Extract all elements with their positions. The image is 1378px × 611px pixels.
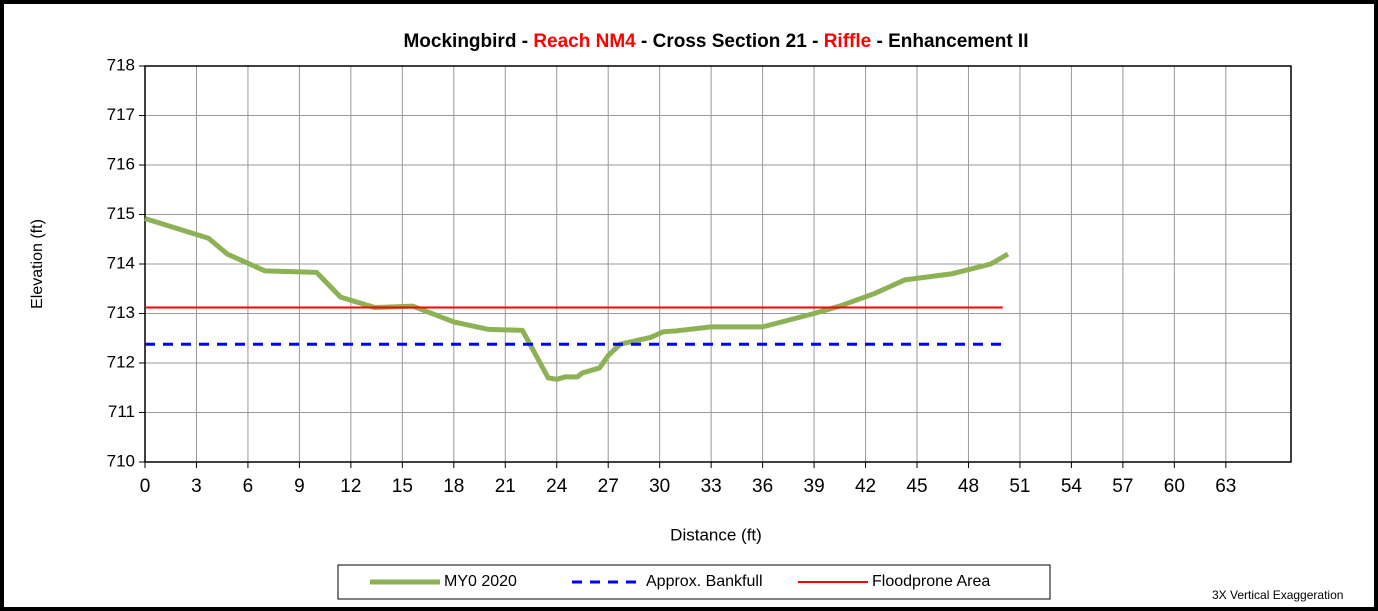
annotation: 3X Vertical Exaggeration — [1212, 588, 1343, 602]
y-tick-label: 717 — [107, 105, 135, 124]
x-tick-label: 57 — [1112, 476, 1133, 497]
y-tick-label: 712 — [107, 352, 135, 371]
title-part: Riffle — [824, 31, 872, 52]
x-tick-label: 18 — [443, 476, 464, 497]
plot-frame — [144, 65, 1292, 463]
x-tick-label: 6 — [243, 476, 254, 497]
y-tick-label: 715 — [107, 204, 135, 223]
x-tick-label: 63 — [1215, 476, 1236, 497]
legend-label: Floodprone Area — [872, 573, 990, 590]
x-tick-label: 54 — [1061, 476, 1083, 497]
y-tick-label: 713 — [107, 303, 135, 322]
title-part: Mockingbird - — [403, 31, 533, 52]
title-part: Reach NM4 — [533, 31, 636, 52]
title-part: - Enhancement II — [871, 31, 1028, 52]
x-axis-label: Distance (ft) — [670, 525, 762, 544]
x-tick-label: 12 — [340, 476, 361, 497]
x-tick-label: 36 — [752, 476, 773, 497]
x-tick-label: 27 — [598, 476, 619, 497]
x-tick-label: 9 — [294, 476, 305, 497]
x-tick-label: 30 — [649, 476, 670, 497]
x-tick-label: 15 — [392, 476, 413, 497]
x-tick-label: 45 — [906, 476, 927, 497]
legend-label: Approx. Bankfull — [646, 573, 763, 590]
legend-box — [337, 564, 1051, 600]
title-part: - Cross Section 21 - — [636, 31, 824, 52]
x-tick-label: 51 — [1009, 476, 1030, 497]
x-tick-label: 48 — [958, 476, 979, 497]
chart-title: Mockingbird - Reach NM4 - Cross Section … — [403, 31, 1028, 52]
y-tick-label: 710 — [107, 451, 135, 470]
x-tick-label: 0 — [140, 476, 151, 497]
x-tick-label: 21 — [495, 476, 516, 497]
y-tick-label: 716 — [107, 154, 135, 173]
x-tick-label: 3 — [191, 476, 202, 497]
y-axis-label: Elevation (ft) — [29, 219, 46, 309]
x-tick-label: 60 — [1164, 476, 1185, 497]
series-line — [144, 216, 1010, 382]
y-tick-label: 711 — [108, 402, 135, 421]
x-tick-label: 33 — [701, 476, 722, 497]
x-tick-label: 42 — [855, 476, 876, 497]
legend-label: MY0 2020 — [444, 573, 517, 590]
x-tick-label: 39 — [804, 476, 825, 497]
y-tick-label: 718 — [107, 55, 135, 74]
y-tick-label: 714 — [107, 253, 135, 272]
x-tick-label: 24 — [546, 476, 568, 497]
